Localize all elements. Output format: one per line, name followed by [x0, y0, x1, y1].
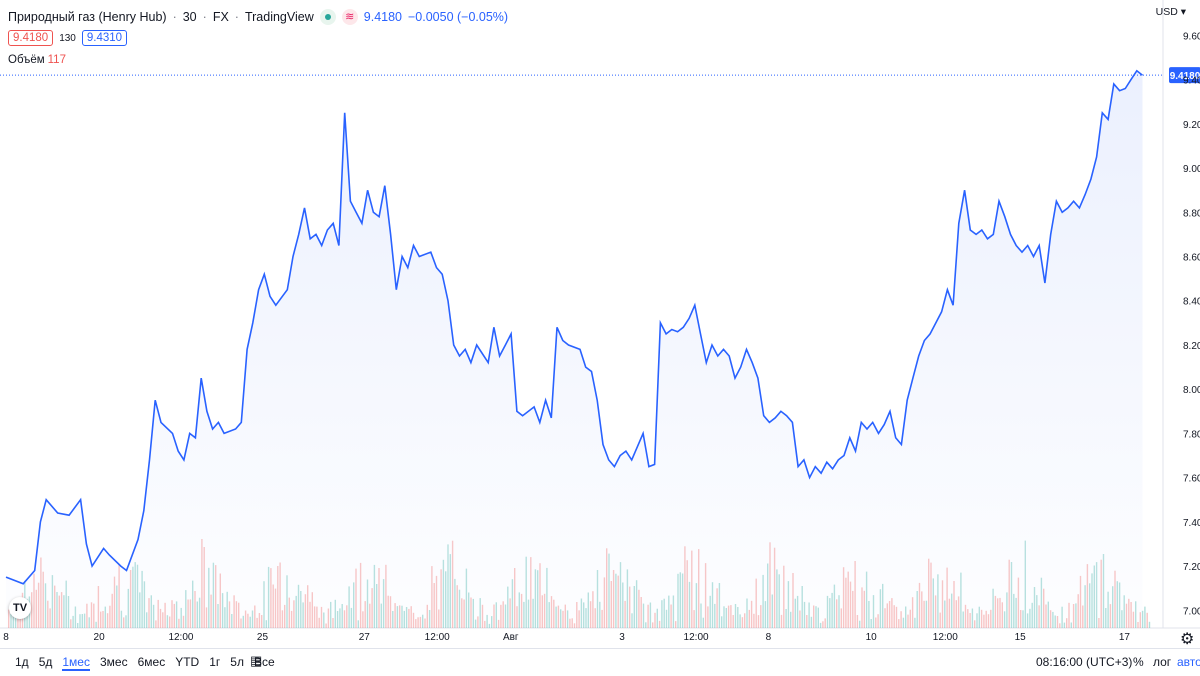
x-tick-label: 8 [3, 632, 9, 643]
calendar-icon[interactable]: ▤ [250, 653, 263, 668]
x-tick-label: 20 [94, 632, 106, 643]
y-tick-label: 8.2000 [1183, 341, 1200, 352]
volume-bar [1146, 612, 1148, 628]
interval-label[interactable]: 30 [182, 10, 197, 24]
x-tick-label: 27 [359, 632, 371, 643]
volume-bar [1141, 610, 1144, 628]
y-tick-label: 9.2000 [1183, 120, 1200, 131]
range-3m-button[interactable]: 3мес [99, 655, 128, 669]
range-ytd-button[interactable]: YTD [175, 655, 200, 669]
log-toggle[interactable]: лог [1153, 655, 1172, 669]
x-tick-label: 12:00 [425, 632, 450, 643]
x-tick-label: 17 [1119, 632, 1131, 643]
x-tick-label: Авг [503, 632, 519, 643]
price-line [5, 69, 1143, 585]
price-area [6, 70, 1143, 629]
volume-bar [1148, 621, 1151, 628]
last-price-tag [1169, 67, 1200, 84]
x-tick-label: 12:00 [933, 632, 958, 643]
y-tick-label: 8.4000 [1183, 297, 1200, 308]
y-tick-label: 7.8000 [1183, 429, 1200, 440]
y-tick-label: 8.8000 [1183, 208, 1200, 219]
buy-button[interactable]: 9.4310 [81, 30, 128, 46]
x-tick-label: 3 [619, 632, 625, 643]
range-5y-button[interactable]: 5л [230, 655, 244, 669]
volume-label[interactable]: Объём [8, 54, 45, 66]
tradingview-logo-icon[interactable]: TV [9, 597, 31, 619]
percent-toggle[interactable]: % [1133, 655, 1144, 669]
y-tick-label: 7.6000 [1183, 474, 1200, 485]
price-change: −0.0050 (−0.05%) [408, 10, 509, 24]
compare-wave-icon[interactable]: ≋ [341, 9, 358, 25]
range-all-button[interactable]: Все [253, 655, 275, 669]
range-6m-button[interactable]: 6мес [137, 655, 166, 669]
sell-button[interactable]: 9.4180 [8, 30, 54, 46]
y-tick-label: 9.6000 [1183, 31, 1200, 42]
y-tick-label: 7.2000 [1183, 562, 1200, 573]
x-tick-label: 12:00 [684, 632, 709, 643]
exchange-label: FX [212, 10, 229, 24]
range-selector: 1д 5д 1мес 3мес 6мес YTD 1г 5л Все [15, 655, 285, 671]
bottom-toolbar: 1д 5д 1мес 3мес 6мес YTD 1г 5л Все ▤ 08:… [0, 648, 1200, 676]
symbol-legend: Природный газ (Henry Hub) · 30 · FX · Tr… [8, 9, 509, 25]
symbol-name[interactable]: Природный газ (Henry Hub) [8, 10, 167, 24]
volume-value: 117 [47, 54, 66, 66]
market-status-icon[interactable] [319, 9, 336, 25]
y-tick-label: 8.6000 [1183, 253, 1200, 264]
y-tick-label: 9.4000 [1183, 76, 1200, 87]
bid-ask-row: 9.4180 130 9.4310 [8, 30, 128, 46]
y-tick-label: 7.4000 [1183, 518, 1200, 529]
source-label: TradingView [244, 10, 314, 24]
volume-legend: Объём 117 [8, 54, 66, 66]
last-price-tag-label: 9.4180 [1170, 71, 1200, 82]
spread-value: 130 [59, 32, 76, 44]
range-1m-button[interactable]: 1мес [62, 655, 90, 671]
range-1y-button[interactable]: 1г [209, 655, 221, 669]
x-tick-label: 15 [1015, 632, 1027, 643]
clock-time[interactable]: 08:16:00 (UTC+3) [1036, 655, 1133, 669]
range-1d-button[interactable]: 1д [15, 655, 29, 669]
y-tick-label: 7.0000 [1183, 606, 1200, 617]
x-tick-label: 8 [766, 632, 772, 643]
last-price: 9.4180 [363, 10, 402, 24]
volume-bar [1144, 606, 1146, 628]
range-5d-button[interactable]: 5д [38, 655, 53, 669]
x-tick-label: 12:00 [168, 632, 193, 643]
gear-icon[interactable]: ⚙ [1180, 631, 1195, 648]
currency-selector[interactable]: USD ▾ [1155, 6, 1186, 18]
y-tick-label: 9.0000 [1183, 164, 1200, 175]
x-tick-label: 25 [257, 632, 269, 643]
x-tick-label: 10 [866, 632, 878, 643]
y-tick-label: 8.0000 [1183, 385, 1200, 396]
auto-toggle[interactable]: авто [1177, 655, 1200, 669]
